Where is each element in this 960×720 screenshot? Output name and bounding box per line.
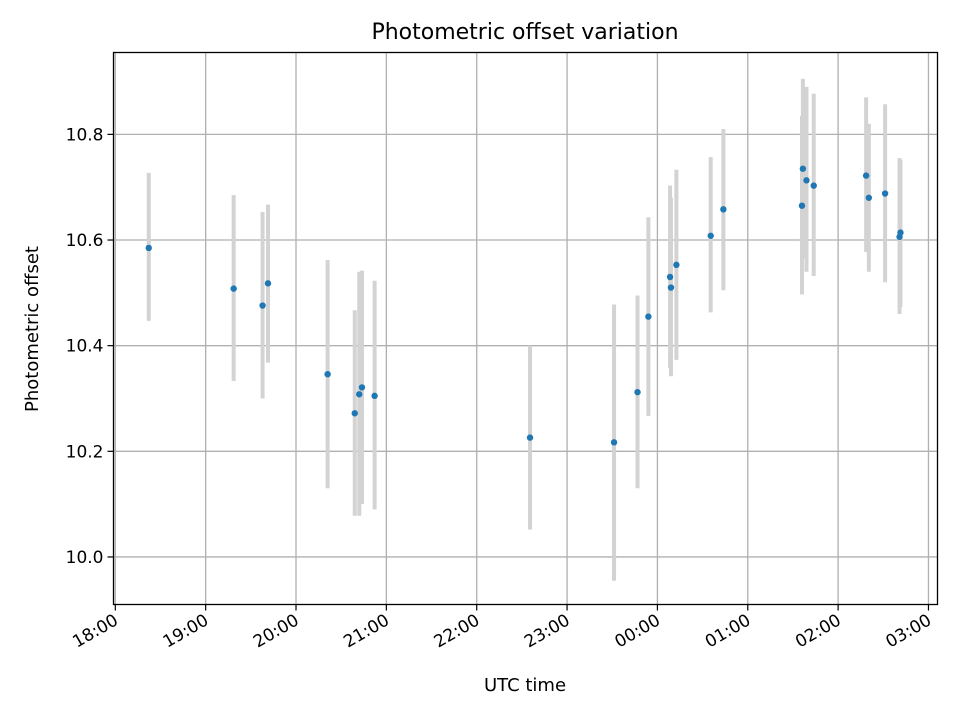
data-points <box>145 165 904 446</box>
data-point <box>881 190 889 197</box>
data-point <box>897 229 904 236</box>
y-axis: 10.0 10.2 10.4 10.6 10.8 <box>66 125 114 568</box>
data-point <box>810 182 817 189</box>
data-point <box>356 391 363 398</box>
x-tick-label: 19:00 <box>160 611 212 653</box>
data-point <box>634 388 641 396</box>
x-tick-label: 23:00 <box>521 611 573 653</box>
data-point <box>230 285 237 292</box>
data-point <box>862 172 870 179</box>
x-tick-label: 21:00 <box>340 611 392 653</box>
data-point <box>798 202 806 209</box>
x-tick-label: 20:00 <box>250 611 302 653</box>
data-point <box>707 232 714 239</box>
x-tick-label: 00:00 <box>611 611 663 653</box>
y-tick-label: 10.0 <box>66 548 104 568</box>
data-point <box>865 194 873 201</box>
x-tick-label: 01:00 <box>702 611 754 653</box>
data-point <box>799 165 807 172</box>
y-tick-label: 10.4 <box>66 337 104 357</box>
data-point <box>666 273 674 281</box>
error-bars <box>146 78 903 581</box>
y-tick-label: 10.6 <box>66 231 104 251</box>
x-tick-label: 02:00 <box>792 611 844 653</box>
data-point <box>351 410 358 417</box>
data-point <box>673 261 680 269</box>
y-axis-label: Photometric offset <box>22 246 43 412</box>
data-point <box>324 370 331 378</box>
data-point <box>371 392 378 400</box>
y-tick-label: 10.2 <box>66 442 104 462</box>
data-point <box>264 280 272 287</box>
x-tick-label: 22:00 <box>431 611 483 653</box>
x-tick-label: 18:00 <box>69 611 121 653</box>
chart-title: Photometric offset variation <box>371 20 678 45</box>
x-tick-label: 03:00 <box>883 611 935 653</box>
data-point <box>610 439 618 446</box>
y-tick-label: 10.8 <box>66 125 104 145</box>
data-point <box>803 177 810 184</box>
plot-frame <box>112 51 939 606</box>
data-point <box>526 434 534 441</box>
data-point <box>259 302 266 309</box>
data-point <box>667 284 675 291</box>
x-axis-label: UTC time <box>484 675 566 696</box>
data-point <box>720 206 727 213</box>
data-point <box>358 384 366 391</box>
data-point <box>645 313 652 320</box>
data-point <box>145 244 152 252</box>
x-axis: 18:00 19:00 20:00 21:00 22:00 23:00 00:00 01:00… <box>69 604 935 653</box>
